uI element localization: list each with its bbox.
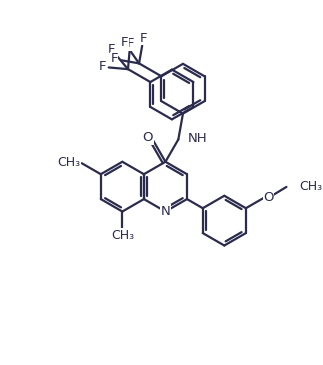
Text: NH: NH bbox=[188, 132, 207, 145]
Text: N: N bbox=[161, 205, 170, 218]
Text: CH₃: CH₃ bbox=[299, 180, 322, 193]
Text: F: F bbox=[99, 60, 106, 73]
Text: CH₃: CH₃ bbox=[111, 229, 134, 242]
Text: F: F bbox=[110, 53, 118, 65]
Text: CH₃: CH₃ bbox=[57, 156, 80, 169]
Text: F: F bbox=[140, 32, 147, 45]
Text: F: F bbox=[127, 37, 134, 50]
Text: O: O bbox=[263, 191, 274, 204]
Text: F: F bbox=[121, 36, 128, 49]
Text: F: F bbox=[108, 43, 115, 56]
Text: O: O bbox=[143, 131, 153, 144]
